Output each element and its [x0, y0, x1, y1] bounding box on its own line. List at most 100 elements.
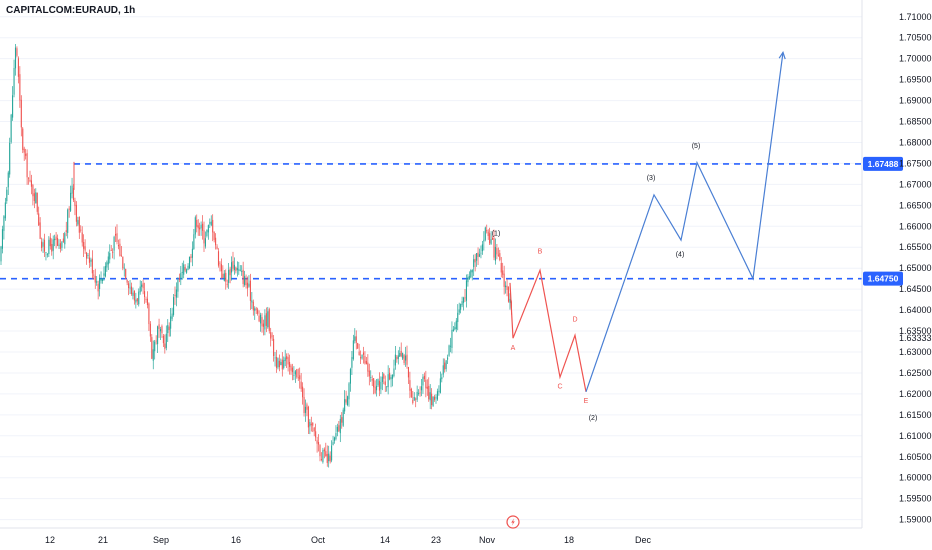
candle-body — [283, 360, 285, 368]
candle-body — [397, 355, 399, 359]
candle-body — [162, 335, 164, 344]
candle-body — [399, 353, 401, 357]
lightning-icon[interactable] — [506, 515, 520, 529]
candle-body — [419, 392, 421, 394]
horizontal-levels[interactable]: 1.67488 1.64750 — [0, 156, 903, 286]
candle-body — [94, 275, 96, 283]
candle-body — [322, 450, 324, 463]
price-tick-label: 1.60500 — [899, 452, 932, 462]
candle-body — [109, 253, 111, 260]
time-tick-label: Nov — [479, 535, 496, 545]
candle-body — [278, 360, 280, 368]
bullish-impulse-path[interactable] — [585, 52, 784, 393]
candle-body — [151, 337, 153, 359]
candle-body — [323, 449, 325, 452]
candle-body — [349, 369, 351, 384]
candle-body — [413, 396, 415, 401]
candle-body — [325, 451, 327, 457]
candle-body — [313, 427, 315, 432]
candle-body — [406, 354, 408, 365]
candle-body — [457, 312, 459, 323]
candle-body — [390, 377, 392, 380]
time-axis[interactable]: 12 21 Sep 16 Oct 14 23 Nov 18 Dec — [45, 535, 652, 545]
candle-body — [480, 252, 482, 254]
wave-labels: A B C D E (1) (2) (3) (4) (5) — [492, 143, 701, 422]
projection-paths[interactable] — [509, 51, 786, 393]
candle-body — [29, 179, 31, 182]
candle-body — [213, 231, 215, 240]
candle-body — [358, 351, 360, 356]
wave-label-B: B — [538, 249, 543, 256]
candle-body — [439, 378, 441, 393]
candle-body — [273, 338, 275, 356]
candle-body — [120, 254, 122, 256]
candle-body — [296, 369, 298, 378]
time-tick-label: 21 — [98, 535, 108, 545]
candle-body — [502, 270, 504, 275]
candle-body — [165, 333, 167, 348]
bearish-correction-path[interactable] — [509, 268, 587, 392]
candle-body — [460, 304, 462, 310]
level-price-box[interactable] — [863, 271, 903, 286]
candle-body — [157, 326, 159, 345]
candle-body — [107, 256, 109, 265]
candle-body — [458, 309, 460, 313]
candle-body — [448, 345, 450, 356]
candle-body — [360, 357, 362, 359]
candle-body — [125, 268, 127, 279]
wave-label-w2: (2) — [589, 415, 598, 422]
candle-body — [36, 192, 38, 212]
candle-body — [438, 390, 440, 392]
candle-body — [245, 278, 247, 286]
candle-body — [381, 376, 383, 383]
candle-body — [389, 372, 391, 380]
candle-body — [300, 381, 302, 389]
candle-body — [481, 244, 483, 252]
candle-body — [25, 153, 27, 156]
candle-body — [52, 239, 54, 251]
candle-body — [159, 329, 162, 332]
wave-label-w4: (4) — [676, 251, 685, 258]
candle-body — [410, 388, 412, 397]
candle-body — [57, 238, 59, 246]
candle-body — [242, 269, 244, 285]
candles — [0, 44, 512, 468]
candle-body — [270, 332, 272, 339]
candle-body — [428, 385, 430, 400]
candle-body — [206, 229, 208, 236]
candle-body — [289, 362, 291, 367]
candle-body — [252, 301, 254, 311]
candle-body — [48, 239, 50, 254]
candle-body — [497, 254, 499, 256]
candle-body — [264, 315, 266, 330]
candle-body — [226, 283, 228, 285]
candle-body — [135, 299, 137, 303]
candle-body — [51, 243, 53, 252]
level-price-box[interactable] — [863, 156, 903, 171]
candle-body — [241, 271, 243, 273]
candle-body — [418, 393, 420, 394]
candle-body — [271, 335, 273, 337]
candle-body — [471, 269, 473, 273]
candle-body — [96, 281, 98, 283]
candle-body — [93, 274, 95, 276]
time-tick-label: 18 — [564, 535, 574, 545]
candle-body — [312, 422, 314, 426]
candle-body — [158, 324, 160, 330]
price-tick-label: 1.67500 — [899, 158, 932, 168]
candle-body — [284, 357, 286, 362]
candle-body — [193, 234, 195, 250]
candle-body — [216, 246, 218, 249]
candle-body — [415, 398, 417, 400]
candle-body — [10, 114, 12, 143]
candle-body — [342, 409, 344, 426]
candle-body — [477, 252, 479, 257]
candle-body — [490, 239, 492, 245]
price-axis[interactable]: 1.71000 1.70500 1.70000 1.69500 1.69000 1.685… — [899, 12, 932, 525]
candle-body — [483, 239, 485, 242]
candle-body — [23, 148, 25, 153]
candle-body — [244, 276, 246, 285]
candle-body — [117, 245, 119, 247]
candle-body — [219, 262, 221, 264]
